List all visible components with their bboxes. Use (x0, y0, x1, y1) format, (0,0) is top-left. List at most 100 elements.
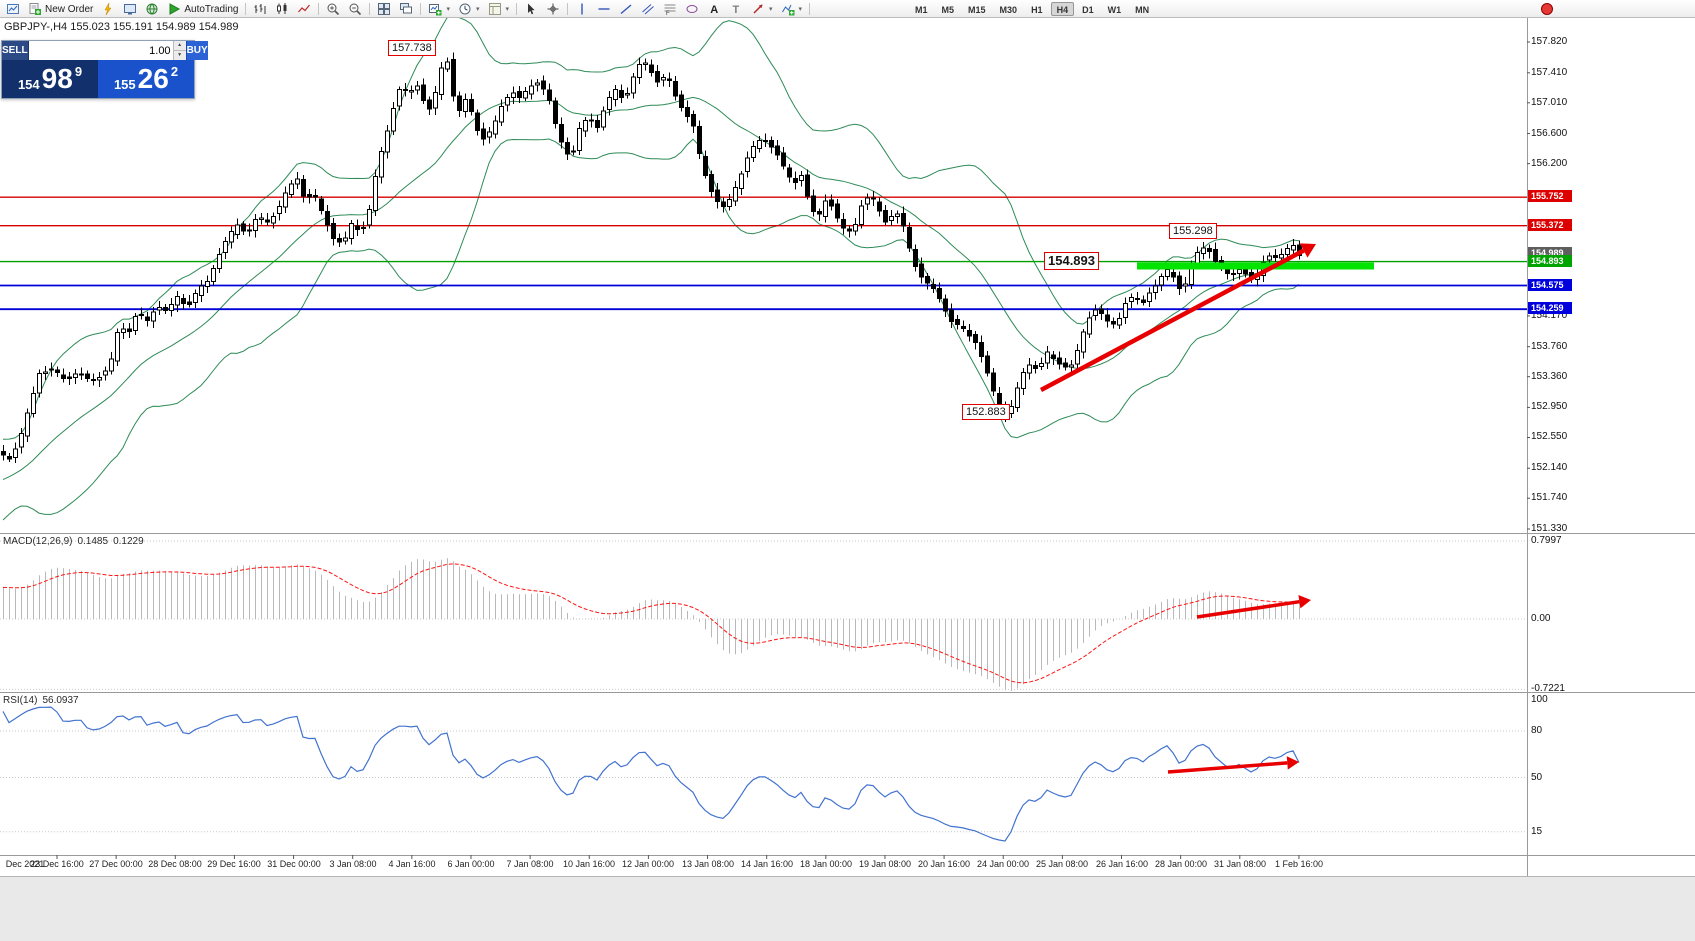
timeframe-m5-button[interactable]: M5 (941, 5, 955, 15)
price-axis-label: 153.360 (1531, 371, 1568, 382)
crosshair-icon (547, 3, 559, 15)
cursor-icon (528, 3, 535, 15)
toolbar-fibonacci-tool-button[interactable]: F (659, 1, 681, 17)
toolbar-chart-window-button[interactable] (2, 1, 24, 17)
toolbar-terminal-button[interactable] (119, 1, 141, 17)
toolbar-candlestick-chart-type-button[interactable] (271, 1, 293, 17)
toolbar-text-tool-button[interactable]: A (703, 1, 725, 17)
toolbar-tile-windows-button[interactable] (373, 1, 395, 17)
timeframe-m15-button[interactable]: M15 (968, 5, 986, 15)
axis-ticks (56, 41, 1530, 859)
time-axis-label: 23 Dec 16:00 (30, 859, 84, 869)
chart-background (0, 18, 1695, 876)
buy-price-sup: 2 (170, 64, 179, 79)
chevron-down-icon: ▾ (505, 6, 510, 13)
timeframe-m30-button[interactable]: M30 (999, 5, 1018, 15)
shapes-icon (686, 5, 698, 13)
play-icon (169, 3, 181, 15)
price-axis-label: 152.140 (1531, 462, 1568, 473)
record-dot-icon (1540, 2, 1554, 16)
toolbar-autotrading-button[interactable]: AutoTrading (163, 1, 242, 17)
toolbar-separator (516, 3, 518, 15)
timeframe-h1-button[interactable]: H1 (1031, 5, 1043, 15)
toolbar-separator (809, 3, 811, 15)
time-axis-label: 18 Jan 00:00 (799, 859, 853, 869)
volume-input[interactable] (28, 41, 173, 60)
buy-button[interactable]: BUY (185, 41, 208, 60)
timeframe-h4-button[interactable]: H4 (1050, 2, 1075, 16)
price-callout-label[interactable]: 157.738 (388, 40, 436, 56)
sell-button[interactable]: SELL (2, 41, 29, 60)
buy-price[interactable]: 155 26 2 (98, 60, 194, 98)
time-axis-label: 29 Dec 16:00 (207, 859, 261, 869)
timeframe-m1-button[interactable]: M1 (915, 5, 928, 15)
rsi-axis-label: 50 (1531, 772, 1543, 783)
toolbar-trendline-tool-button[interactable] (615, 1, 637, 17)
macd-indicator (2, 558, 1300, 691)
toolbar-shapes-tool-button[interactable] (681, 1, 703, 17)
rsi-value: 56.0937 (42, 695, 79, 706)
text-label-icon: T (733, 4, 740, 16)
toolbar-new-order-label: New Order (45, 3, 94, 15)
toolbar-metaeditor-button[interactable] (97, 1, 119, 17)
time-axis-label: 27 Dec 00:00 (89, 859, 143, 869)
toolbar-new-chart-button[interactable]: ▾ (424, 1, 454, 17)
time-axis-label: 20 Jan 16:00 (917, 859, 971, 869)
volume-up-button[interactable]: ▲ (173, 41, 186, 51)
toolbar-zoom-out-button[interactable] (344, 1, 366, 17)
toolbar-zoom-in-button[interactable] (322, 1, 344, 17)
price-callout-label[interactable]: 154.893 (1044, 252, 1099, 270)
toolbar-crosshair-tool-button[interactable] (542, 1, 564, 17)
rsi-axis-label: 80 (1531, 725, 1543, 736)
template-icon (488, 3, 501, 15)
timeframe-mn-button[interactable]: MN (1135, 5, 1150, 15)
new-chart-plus-icon (429, 4, 442, 16)
macd-name: MACD(12,26,9) (3, 536, 73, 547)
price-axis-label: 157.410 (1531, 67, 1568, 78)
price-callout-label[interactable]: 155.298 (1169, 223, 1217, 239)
toolbar-new-order-button[interactable]: New Order (24, 1, 97, 17)
price-callout-label[interactable]: 152.883 (962, 404, 1010, 420)
volume-spin-buttons: ▲ ▼ (172, 41, 186, 60)
toolbar-horizontal-line-tool-button[interactable] (593, 1, 615, 17)
toolbar-templates-button[interactable]: ▾ (484, 1, 514, 17)
pane-borders (0, 18, 1695, 876)
toolbar-market-watch-button[interactable] (141, 1, 163, 17)
time-axis-label: 12 Jan 00:00 (621, 859, 675, 869)
toolbar-indicators-list-button[interactable]: ▾ (777, 1, 807, 17)
indicator-gridlines (0, 540, 1527, 833)
price-axis-label: 156.200 (1531, 158, 1568, 169)
trend-arrow[interactable] (1167, 756, 1299, 774)
toolbar-channel-tool-button[interactable] (637, 1, 659, 17)
toolbar-bar-chart-type-button[interactable] (249, 1, 271, 17)
toolbar-separator (369, 3, 371, 15)
rsi-indicator (2, 706, 1300, 842)
time-axis-label: 13 Jan 08:00 (681, 859, 735, 869)
trend-arrow[interactable] (1196, 595, 1311, 619)
toolbar-cursor-tool-button[interactable] (520, 1, 542, 17)
timeframe-d1-button[interactable]: D1 (1082, 5, 1094, 15)
time-axis-label: 7 Jan 08:00 (506, 859, 554, 869)
support-highlight-bar[interactable] (1137, 262, 1374, 270)
sell-price[interactable]: 154 98 9 (2, 60, 98, 98)
volume-down-button[interactable]: ▼ (173, 51, 186, 60)
volume-stepper[interactable]: ▲ ▼ (28, 41, 186, 60)
toolbar-line-chart-type-button[interactable] (293, 1, 315, 17)
toolbar-vertical-line-tool-button[interactable] (571, 1, 593, 17)
hline-icon (598, 8, 610, 10)
trend-arrow[interactable] (1039, 243, 1316, 392)
toolbar-period-presets-button[interactable]: ▾ (454, 1, 484, 17)
toolbar-arrows-tool-button[interactable]: ▾ (747, 1, 777, 17)
svg-text:A: A (710, 4, 718, 16)
toolbar-text-label-tool-button[interactable]: T (725, 1, 747, 17)
price-badge: 155.372 (1528, 219, 1572, 231)
toolbar-separator (420, 3, 422, 15)
chevron-down-icon: ▾ (798, 6, 803, 13)
toolbar-cascade-windows-button[interactable] (395, 1, 417, 17)
candles-icon (277, 3, 287, 14)
timeframe-w1-button[interactable]: W1 (1107, 5, 1122, 15)
price-axis-label: 151.740 (1531, 492, 1568, 503)
